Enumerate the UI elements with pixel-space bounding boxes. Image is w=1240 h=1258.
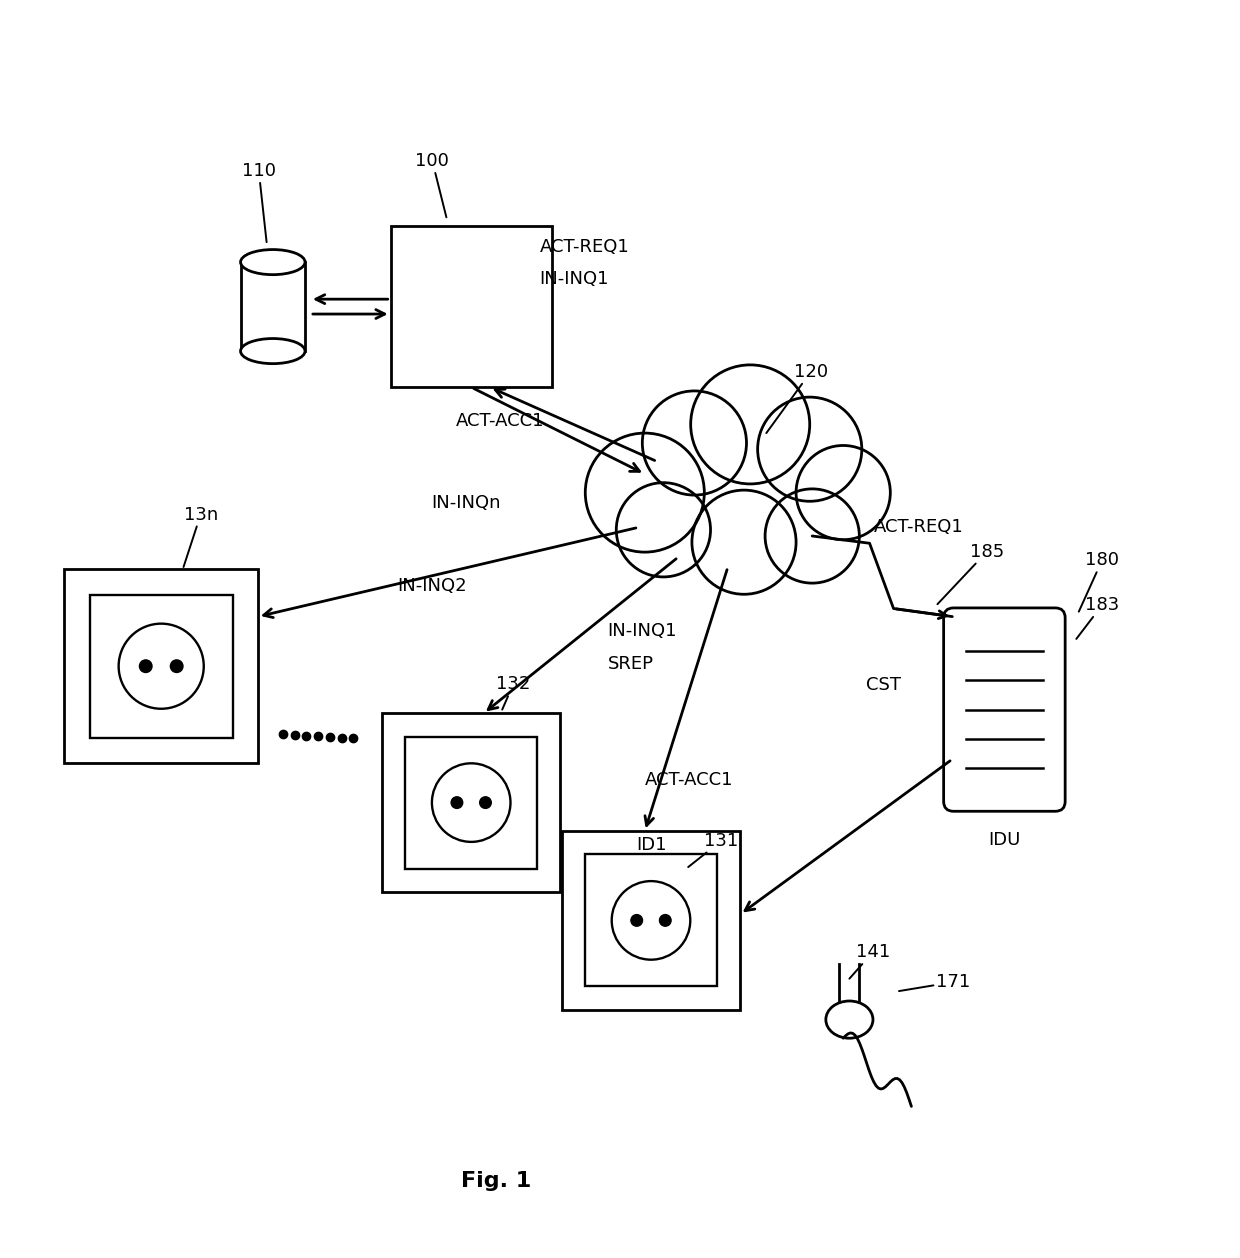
Text: ACT-ACC1: ACT-ACC1: [456, 411, 544, 430]
Circle shape: [692, 491, 796, 594]
Text: IN-INQn: IN-INQn: [432, 493, 501, 512]
Circle shape: [642, 391, 746, 496]
Circle shape: [480, 796, 491, 809]
Circle shape: [691, 365, 810, 484]
Circle shape: [758, 398, 862, 501]
Text: 13n: 13n: [184, 506, 218, 567]
Circle shape: [432, 764, 511, 842]
Text: 131: 131: [688, 832, 739, 867]
Text: Fig. 1: Fig. 1: [461, 1171, 531, 1191]
Text: 120: 120: [766, 364, 828, 433]
Text: IN-INQ1: IN-INQ1: [539, 270, 609, 288]
Bar: [405, 736, 537, 869]
Circle shape: [796, 445, 890, 540]
FancyBboxPatch shape: [944, 608, 1065, 811]
Text: 100: 100: [415, 152, 449, 218]
Text: ACT-REQ1: ACT-REQ1: [539, 238, 629, 257]
Text: ACT-ACC1: ACT-ACC1: [645, 771, 733, 789]
Circle shape: [451, 796, 463, 809]
Circle shape: [616, 483, 711, 577]
Text: IDU: IDU: [988, 832, 1021, 849]
Circle shape: [663, 430, 812, 580]
Text: 141: 141: [849, 944, 890, 979]
Text: 110: 110: [242, 162, 275, 242]
Circle shape: [119, 624, 203, 708]
Ellipse shape: [826, 1001, 873, 1038]
Ellipse shape: [241, 338, 305, 364]
Bar: [241, 262, 305, 351]
Bar: [585, 854, 717, 986]
Circle shape: [660, 915, 671, 926]
Bar: [562, 832, 740, 1010]
Circle shape: [631, 915, 642, 926]
Text: CST: CST: [866, 676, 900, 694]
Text: 171: 171: [899, 974, 971, 991]
Text: 185: 185: [937, 542, 1004, 604]
Text: 180: 180: [1079, 551, 1118, 611]
Text: ACT-REQ1: ACT-REQ1: [874, 518, 963, 536]
Text: ID1: ID1: [636, 835, 666, 853]
Text: IN-INQ1: IN-INQ1: [608, 623, 677, 640]
Text: SREP: SREP: [608, 654, 653, 673]
Text: 183: 183: [1076, 596, 1120, 639]
Circle shape: [139, 660, 153, 673]
Text: 132: 132: [496, 676, 531, 710]
Circle shape: [170, 660, 184, 673]
Bar: [64, 570, 258, 762]
Ellipse shape: [241, 249, 305, 274]
Circle shape: [585, 433, 704, 552]
Text: IN-INQ2: IN-INQ2: [397, 576, 466, 595]
Circle shape: [611, 881, 691, 960]
Bar: [391, 226, 552, 387]
Bar: [89, 595, 233, 737]
Circle shape: [765, 489, 859, 584]
Bar: [382, 713, 560, 892]
